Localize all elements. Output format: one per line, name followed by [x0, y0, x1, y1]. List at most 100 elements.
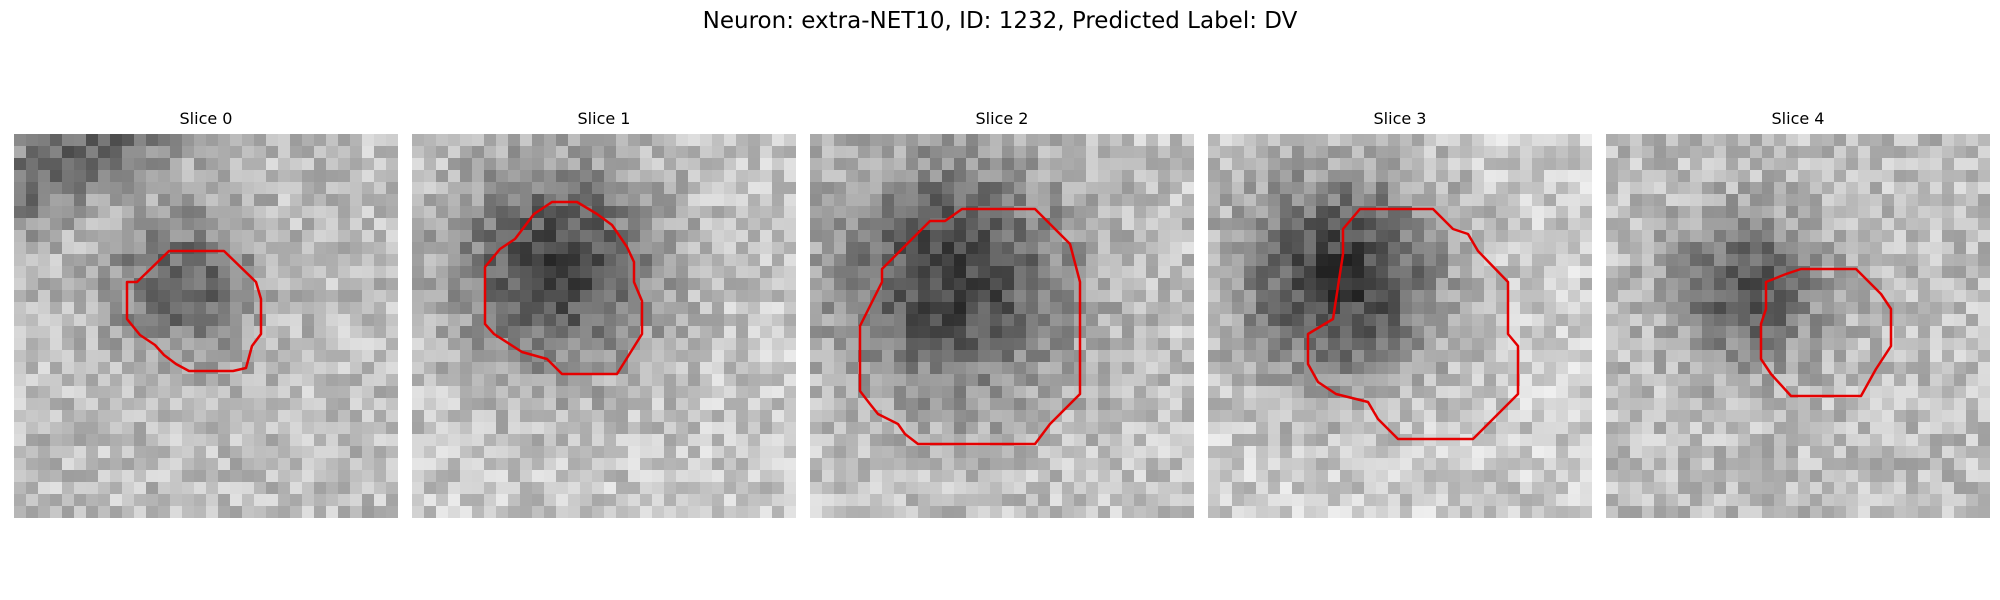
pixel-cell [1026, 386, 1038, 398]
pixel-cell [1268, 386, 1280, 398]
pixel-cell [1062, 446, 1074, 458]
pixel-cell [1110, 398, 1122, 410]
pixel-cell [1376, 278, 1388, 290]
pixel-cell [1702, 134, 1714, 146]
pixel-cell [1978, 398, 1990, 410]
pixel-cell [1544, 398, 1556, 410]
pixel-cell [652, 398, 664, 410]
pixel-cell [1906, 158, 1918, 170]
pixel-cell [1134, 422, 1146, 434]
pixel-cell [278, 446, 290, 458]
pixel-cell [1268, 158, 1280, 170]
pixel-cell [990, 446, 1002, 458]
pixel-cell [1244, 386, 1256, 398]
pixel-cell [760, 158, 772, 170]
pixel-cell [338, 290, 350, 302]
pixel-cell [1232, 506, 1244, 518]
pixel-cell [314, 470, 326, 482]
pixel-cell [14, 182, 26, 194]
pixel-cell [338, 314, 350, 326]
pixel-cell [1376, 158, 1388, 170]
pixel-cell [676, 458, 688, 470]
pixel-cell [1702, 326, 1714, 338]
pixel-cell [1702, 338, 1714, 350]
pixel-cell [1436, 230, 1448, 242]
pixel-cell [158, 242, 170, 254]
pixel-cell [954, 386, 966, 398]
pixel-cell [218, 158, 230, 170]
pixel-cell [508, 446, 520, 458]
pixel-cell [1930, 182, 1942, 194]
pixel-cell [1424, 494, 1436, 506]
pixel-cell [14, 482, 26, 494]
pixel-cell [1762, 326, 1774, 338]
pixel-cell [930, 470, 942, 482]
pixel-cell [86, 506, 98, 518]
pixel-cell [424, 494, 436, 506]
pixel-cell [134, 398, 146, 410]
pixel-cell [640, 494, 652, 506]
pixel-cell [1906, 230, 1918, 242]
pixel-cell [1220, 482, 1232, 494]
pixel-cell [350, 338, 362, 350]
pixel-cell [664, 266, 676, 278]
pixel-cell [760, 422, 772, 434]
pixel-cell [122, 182, 134, 194]
pixel-cell [1882, 266, 1894, 278]
pixel-cell [1400, 146, 1412, 158]
pixel-cell [1726, 362, 1738, 374]
pixel-cell [1244, 338, 1256, 350]
pixel-cell [1738, 314, 1750, 326]
pixel-cell [206, 158, 218, 170]
pixel-cell [158, 278, 170, 290]
pixel-cell [1834, 326, 1846, 338]
pixel-cell [278, 470, 290, 482]
pixel-cell [1556, 314, 1568, 326]
pixel-cell [362, 494, 374, 506]
pixel-cell [362, 446, 374, 458]
pixel-cell [1738, 218, 1750, 230]
pixel-cell [1846, 398, 1858, 410]
pixel-cell [544, 230, 556, 242]
pixel-cell [568, 314, 580, 326]
pixel-cell [966, 170, 978, 182]
pixel-cell [700, 218, 712, 230]
pixel-cell [436, 422, 448, 434]
pixel-cell [1714, 134, 1726, 146]
pixel-cell [1050, 242, 1062, 254]
pixel-cell [1062, 470, 1074, 482]
pixel-cell [362, 206, 374, 218]
pixel-cell [846, 302, 858, 314]
pixel-cell [1026, 254, 1038, 266]
pixel-cell [930, 206, 942, 218]
pixel-cell [1666, 386, 1678, 398]
pixel-cell [266, 134, 278, 146]
pixel-cell [906, 338, 918, 350]
pixel-cell [278, 386, 290, 398]
pixel-cell [1340, 374, 1352, 386]
pixel-cell [1170, 218, 1182, 230]
pixel-cell [14, 506, 26, 518]
pixel-cell [194, 290, 206, 302]
pixel-cell [496, 482, 508, 494]
pixel-cell [1544, 374, 1556, 386]
pixel-cell [712, 338, 724, 350]
pixel-cell [736, 206, 748, 218]
pixel-cell [1134, 242, 1146, 254]
pixel-cell [86, 194, 98, 206]
pixel-cell [942, 326, 954, 338]
pixel-cell [1714, 170, 1726, 182]
pixel-cell [386, 158, 398, 170]
pixel-cell [1376, 446, 1388, 458]
pixel-cell [448, 374, 460, 386]
pixel-cell [1316, 266, 1328, 278]
pixel-cell [1364, 302, 1376, 314]
pixel-cell [1472, 170, 1484, 182]
pixel-cell [834, 470, 846, 482]
pixel-cell [1208, 398, 1220, 410]
pixel-cell [158, 302, 170, 314]
pixel-cell [484, 362, 496, 374]
pixel-cell [484, 326, 496, 338]
pixel-cell [894, 242, 906, 254]
pixel-cell [1050, 422, 1062, 434]
